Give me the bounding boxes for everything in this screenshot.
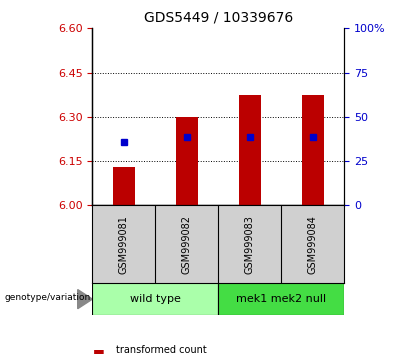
Text: ■: ■	[92, 347, 104, 354]
Bar	[239, 95, 261, 205]
Bar	[92, 283, 218, 315]
Bar	[176, 117, 198, 205]
Text: GSM999081: GSM999081	[119, 215, 129, 274]
Title: GDS5449 / 10339676: GDS5449 / 10339676	[144, 10, 293, 24]
Text: GSM999083: GSM999083	[245, 215, 255, 274]
Polygon shape	[78, 290, 92, 309]
Text: transformed count: transformed count	[116, 345, 206, 354]
Text: wild type: wild type	[130, 294, 181, 304]
Bar	[218, 283, 344, 315]
Text: GSM999082: GSM999082	[182, 215, 192, 274]
Text: mek1 mek2 null: mek1 mek2 null	[236, 294, 326, 304]
Text: GSM999084: GSM999084	[308, 215, 318, 274]
Text: genotype/variation: genotype/variation	[4, 293, 90, 302]
Bar	[113, 167, 135, 205]
Bar	[302, 95, 324, 205]
